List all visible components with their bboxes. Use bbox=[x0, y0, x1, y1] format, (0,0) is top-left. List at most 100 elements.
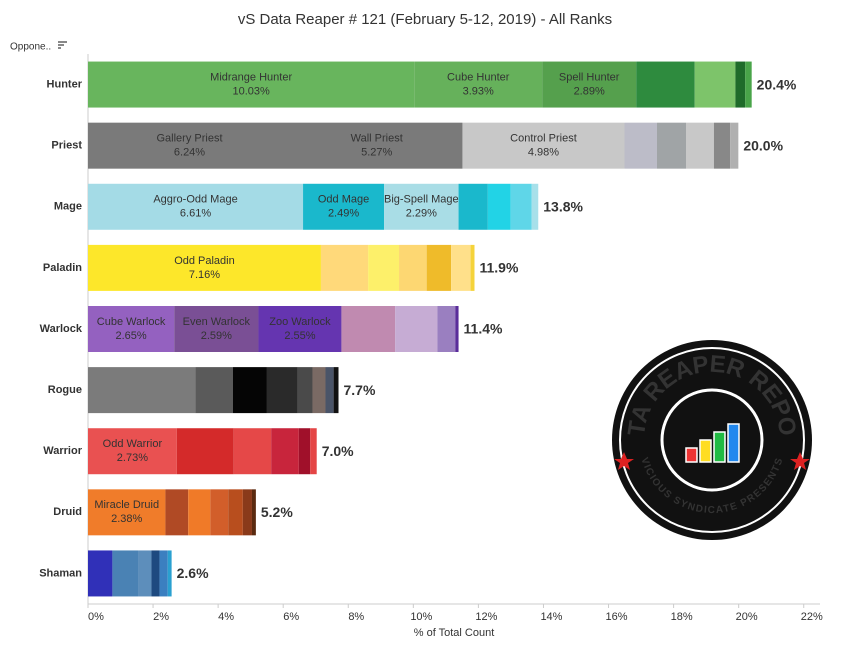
bar-segment bbox=[320, 244, 369, 291]
bar-segment bbox=[88, 367, 196, 414]
bar-segment bbox=[174, 306, 259, 352]
bar-segment bbox=[88, 244, 321, 291]
logo-bar bbox=[685, 447, 698, 463]
bar-segment bbox=[426, 244, 452, 291]
logo-ring bbox=[619, 347, 805, 533]
bar-segment bbox=[470, 244, 475, 291]
segment-name: Wall Priest bbox=[351, 133, 403, 145]
bar-segment bbox=[228, 489, 243, 536]
bar-segment bbox=[88, 428, 177, 475]
bar-segment bbox=[341, 306, 396, 352]
total-label: 2.6% bbox=[177, 565, 209, 581]
segment-name: Even Warlock bbox=[183, 316, 251, 328]
row-label: Warrior bbox=[43, 445, 82, 457]
x-tick-label: 22% bbox=[801, 611, 823, 623]
bar-segment bbox=[384, 183, 459, 230]
row-label: Paladin bbox=[43, 262, 82, 274]
bar-segment bbox=[414, 61, 543, 108]
x-tick-label: 4% bbox=[218, 611, 234, 623]
sort-icon[interactable] bbox=[58, 41, 67, 49]
bar-segment bbox=[232, 367, 267, 414]
bar-segment bbox=[624, 122, 658, 169]
bar-segment bbox=[297, 367, 313, 414]
row-label: Druid bbox=[53, 506, 82, 518]
bar-segment bbox=[730, 122, 739, 169]
bar-segment bbox=[88, 489, 166, 536]
bar-segment bbox=[233, 428, 272, 475]
row-header[interactable]: Oppone.. bbox=[10, 42, 51, 53]
bar-segment bbox=[368, 244, 400, 291]
segment-name: Cube Hunter bbox=[447, 71, 510, 83]
segment-name: Aggro-Odd Mage bbox=[153, 194, 237, 206]
segment-label: 2.55% bbox=[284, 330, 315, 342]
x-tick-label: 0% bbox=[88, 611, 104, 623]
segment-label: 7.16% bbox=[189, 269, 220, 281]
segment-label: 6.61% bbox=[180, 208, 211, 220]
segment-label: 2.89% bbox=[574, 85, 605, 97]
segment-label: 2.65% bbox=[116, 330, 147, 342]
bar-segment bbox=[88, 306, 175, 352]
segment-label: 2.38% bbox=[111, 513, 142, 525]
segment-label: 2.73% bbox=[117, 452, 148, 464]
segment-name: Miracle Druid bbox=[94, 499, 159, 511]
bar-segment bbox=[88, 183, 304, 230]
logo-inner bbox=[660, 388, 764, 492]
bar-segment bbox=[636, 61, 695, 108]
bar-segment bbox=[686, 122, 714, 169]
bar-segment bbox=[210, 489, 229, 536]
bar-segment bbox=[437, 306, 456, 352]
bar-segment bbox=[138, 550, 152, 597]
bar-segment bbox=[487, 183, 511, 230]
bar-segment bbox=[694, 61, 736, 108]
bar-segment bbox=[713, 122, 731, 169]
bar-segment bbox=[176, 428, 234, 475]
logo-bar bbox=[699, 439, 712, 463]
row-label: Hunter bbox=[47, 78, 83, 90]
segment-name: Gallery Priest bbox=[156, 133, 222, 145]
bar-segment bbox=[310, 428, 317, 475]
logo-star-right bbox=[790, 452, 810, 470]
x-tick-label: 18% bbox=[671, 611, 693, 623]
segment-label: 2.49% bbox=[328, 208, 359, 220]
segment-label: 10.03% bbox=[232, 85, 270, 97]
bar-segment bbox=[298, 428, 311, 475]
bar-segment bbox=[251, 489, 256, 536]
bar-segment bbox=[395, 306, 438, 352]
segment-name: Zoo Warlock bbox=[269, 316, 331, 328]
bar-segment bbox=[195, 367, 233, 414]
x-tick-label: 10% bbox=[410, 611, 432, 623]
row-label: Mage bbox=[54, 201, 82, 213]
x-tick-label: 14% bbox=[540, 611, 562, 623]
bar-segment bbox=[312, 367, 326, 414]
total-label: 20.0% bbox=[743, 137, 783, 153]
bar-segment bbox=[451, 244, 471, 291]
logo-bar bbox=[727, 423, 740, 463]
total-label: 11.9% bbox=[479, 260, 518, 276]
segment-label: 3.93% bbox=[463, 85, 494, 97]
x-tick-label: 6% bbox=[283, 611, 299, 623]
x-tick-label: 2% bbox=[153, 611, 169, 623]
segment-name: Odd Mage bbox=[318, 194, 369, 206]
x-tick-label: 20% bbox=[736, 611, 758, 623]
bar-segment bbox=[88, 550, 113, 597]
total-label: 20.4% bbox=[757, 76, 797, 92]
bar-segment bbox=[531, 183, 539, 230]
total-label: 7.0% bbox=[322, 443, 354, 459]
row-label: Priest bbox=[51, 140, 82, 152]
row-label: Rogue bbox=[48, 384, 82, 396]
segment-label: 4.98% bbox=[528, 147, 559, 159]
total-label: 5.2% bbox=[261, 504, 293, 520]
bar-segment bbox=[303, 183, 385, 230]
bar-segment bbox=[510, 183, 532, 230]
bar-segment bbox=[112, 550, 139, 597]
bar-segment bbox=[88, 61, 415, 108]
bar-segment bbox=[333, 367, 339, 414]
bar-segment bbox=[165, 489, 189, 536]
bar-segment bbox=[291, 122, 463, 169]
segment-name: Big-Spell Mage bbox=[384, 194, 459, 206]
total-label: 11.4% bbox=[464, 321, 503, 337]
segment-label: 2.29% bbox=[406, 208, 437, 220]
bar-segment bbox=[242, 489, 252, 536]
segment-label: 6.24% bbox=[174, 147, 205, 159]
bar-segment bbox=[271, 428, 299, 475]
